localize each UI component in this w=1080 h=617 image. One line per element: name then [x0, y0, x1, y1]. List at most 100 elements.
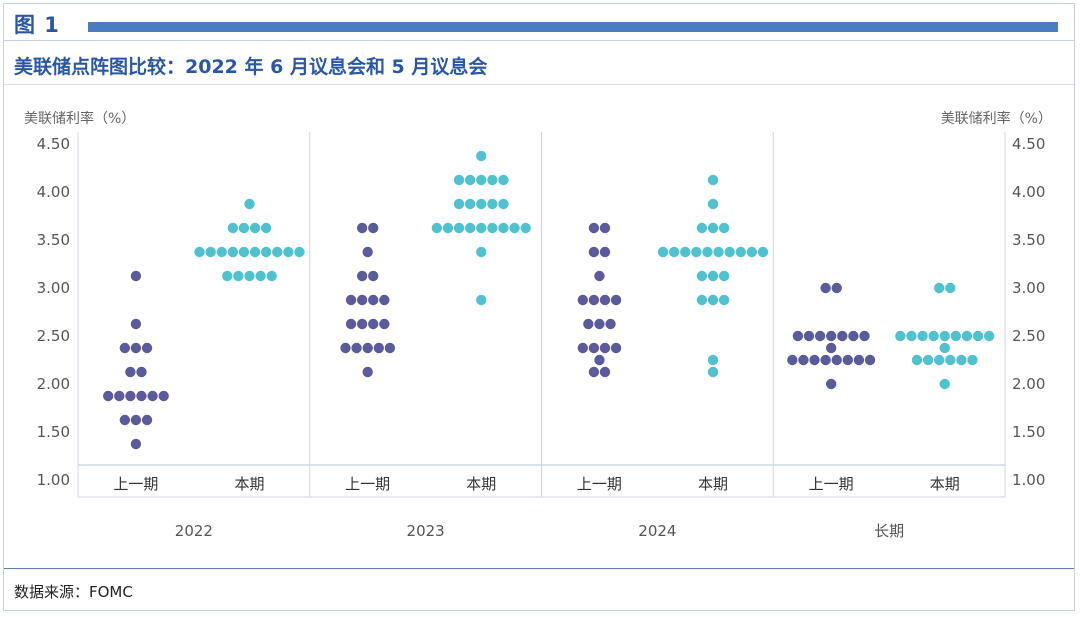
plot-frame [77, 132, 1006, 498]
dot-current [972, 330, 984, 342]
y-tick-label: 1.50 [37, 423, 70, 441]
dot-current [696, 270, 708, 282]
dot-current [718, 270, 730, 282]
dot-current [983, 330, 995, 342]
dot-previous [848, 330, 859, 342]
dot-previous [594, 354, 605, 366]
dot-current [707, 366, 719, 378]
category-label-previous: 上一期 [577, 475, 622, 493]
category-label-previous: 上一期 [113, 475, 158, 493]
category-label-previous: 上一期 [345, 475, 390, 493]
dot-previous [599, 366, 611, 378]
dot-previous [362, 246, 373, 258]
dot-current [244, 198, 255, 210]
dot-current [260, 246, 272, 258]
dot-previous [130, 414, 142, 426]
dot-current [498, 222, 509, 234]
dot-current [464, 174, 476, 186]
dot-previous [820, 282, 831, 294]
dot-previous [594, 270, 605, 282]
dot-current [498, 198, 509, 210]
dot-current [509, 222, 520, 234]
dot-current [487, 174, 498, 186]
dot-previous [803, 330, 815, 342]
dot-previous [577, 294, 588, 306]
dot-previous [588, 294, 600, 306]
dot-current [476, 222, 487, 234]
dot-current [487, 198, 498, 210]
dot-previous [594, 318, 605, 330]
dot-current [928, 330, 939, 342]
dot-previous [379, 318, 390, 330]
dot-previous [130, 318, 142, 330]
dot-current [487, 222, 498, 234]
dot-previous [362, 342, 373, 354]
dot-current [707, 198, 719, 210]
dot-current [272, 246, 283, 258]
dot-previous [814, 330, 826, 342]
dot-previous [809, 354, 820, 366]
figure-header-bar [88, 22, 1058, 32]
y-axis-left: 4.50 4.00 3.50 3.00 2.50 2.00 1.50 1.00 [37, 135, 70, 489]
dot-previous [130, 438, 142, 450]
dot-previous [141, 414, 153, 426]
dot-previous [340, 342, 351, 354]
y-tick-label: 3.50 [37, 231, 70, 249]
dot-previous [136, 366, 147, 378]
dot-current [249, 222, 261, 234]
dot-current [707, 294, 719, 306]
group-labels: 2022 2023 2024 长期 [175, 522, 904, 540]
dot-previous [825, 342, 837, 354]
dot-current [442, 222, 454, 234]
dot-current [227, 222, 239, 234]
data-source: 数据来源：FOMC [14, 583, 133, 601]
dot-current [911, 354, 923, 366]
dot-current [244, 270, 255, 282]
dot-previous [787, 354, 798, 366]
dot-current [950, 330, 962, 342]
dot-current [922, 354, 934, 366]
dot-previous [102, 390, 114, 402]
dot-current [233, 270, 244, 282]
y-tick-label: 4.00 [1012, 183, 1045, 201]
dot-current [757, 246, 769, 258]
dot-previous [831, 282, 842, 294]
dot-current [464, 198, 476, 210]
dot-current [967, 354, 978, 366]
y-tick-label: 2.50 [1012, 327, 1045, 345]
group-label: 2022 [175, 522, 213, 540]
dot-current [707, 222, 719, 234]
dot-current [453, 198, 465, 210]
dot-previous [114, 390, 125, 402]
dot-current [724, 246, 735, 258]
dot-previous [820, 354, 831, 366]
dot-previous [853, 354, 865, 366]
dot-previous [588, 246, 600, 258]
dot-current [691, 246, 702, 258]
dot-current [238, 222, 250, 234]
dot-current [735, 246, 746, 258]
group-label: 长期 [874, 522, 904, 540]
dot-previous [136, 390, 147, 402]
dot-current [668, 246, 680, 258]
y-tick-label: 1.50 [1012, 423, 1045, 441]
category-label-current: 本期 [466, 475, 496, 493]
dot-current [476, 174, 487, 186]
dot-previous [141, 342, 153, 354]
dot-current [939, 342, 950, 354]
dot-current [696, 222, 708, 234]
footer-divider [4, 568, 1074, 569]
dot-current [255, 270, 266, 282]
dot-marks [102, 150, 995, 450]
dot-previous [588, 366, 600, 378]
y-tick-label: 2.00 [1012, 375, 1045, 393]
dot-current [260, 222, 272, 234]
dot-previous [147, 390, 158, 402]
dot-previous [356, 294, 368, 306]
dot-previous [859, 330, 870, 342]
y-tick-label: 2.00 [37, 375, 70, 393]
dot-previous [125, 366, 136, 378]
dot-current [520, 222, 531, 234]
dot-current [205, 246, 216, 258]
dot-previous [345, 294, 357, 306]
